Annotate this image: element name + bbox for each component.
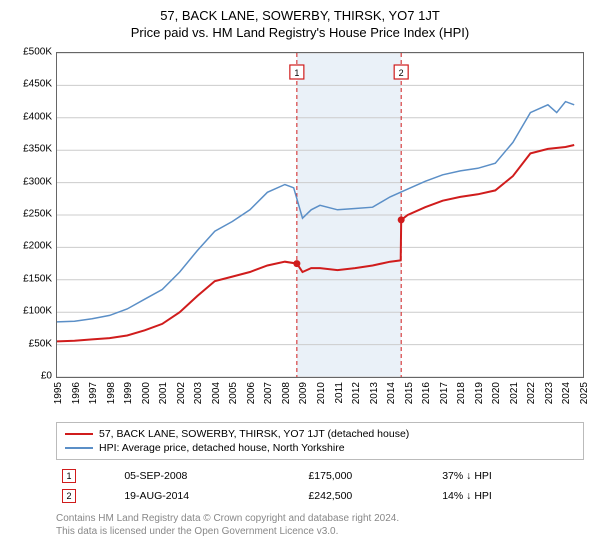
legend-item: 57, BACK LANE, SOWERBY, THIRSK, YO7 1JT … [65, 427, 575, 441]
marker-badge: 2 [62, 489, 76, 503]
svg-text:1: 1 [294, 68, 299, 78]
legend-label: 57, BACK LANE, SOWERBY, THIRSK, YO7 1JT … [99, 428, 409, 440]
y-axis-label: £450K [12, 79, 52, 90]
y-axis-label: £400K [12, 111, 52, 122]
table-row: 1 05-SEP-2008 £175,000 37% ↓ HPI [56, 466, 584, 486]
y-axis-label: £0 [12, 371, 52, 382]
sale-price: £175,000 [302, 466, 436, 486]
footnote: Contains HM Land Registry data © Crown c… [56, 512, 588, 538]
y-axis-label: £50K [12, 338, 52, 349]
legend-swatch [65, 447, 93, 449]
chart-plot: 12 [56, 52, 584, 378]
x-axis-label: 2025 [579, 382, 600, 404]
sale-date: 19-AUG-2014 [118, 486, 302, 506]
sales-table: 1 05-SEP-2008 £175,000 37% ↓ HPI 2 19-AU… [56, 466, 584, 506]
sale-date: 05-SEP-2008 [118, 466, 302, 486]
footnote-line: Contains HM Land Registry data © Crown c… [56, 512, 588, 525]
svg-text:2: 2 [399, 68, 404, 78]
legend-swatch [65, 433, 93, 435]
chart-area: £0 £50K £100K £150K £200K £250K £300K £350K £400… [12, 48, 588, 418]
y-axis-label: £200K [12, 241, 52, 252]
legend-label: HPI: Average price, detached house, Nort… [99, 442, 345, 454]
legend-item: HPI: Average price, detached house, Nort… [65, 441, 575, 455]
y-axis-label: £500K [12, 47, 52, 58]
chart-title: 57, BACK LANE, SOWERBY, THIRSK, YO7 1JT [12, 8, 588, 23]
marker-badge: 1 [62, 469, 76, 483]
y-axis-label: £250K [12, 209, 52, 220]
sale-pct: 37% ↓ HPI [436, 466, 584, 486]
y-axis-label: £150K [12, 273, 52, 284]
sale-price: £242,500 [302, 486, 436, 506]
y-axis-label: £350K [12, 144, 52, 155]
table-row: 2 19-AUG-2014 £242,500 14% ↓ HPI [56, 486, 584, 506]
sale-pct: 14% ↓ HPI [436, 486, 584, 506]
legend: 57, BACK LANE, SOWERBY, THIRSK, YO7 1JT … [56, 422, 584, 460]
footnote-line: This data is licensed under the Open Gov… [56, 525, 588, 538]
y-axis-label: £100K [12, 306, 52, 317]
y-axis-label: £300K [12, 176, 52, 187]
chart-subtitle: Price paid vs. HM Land Registry's House … [12, 25, 588, 40]
